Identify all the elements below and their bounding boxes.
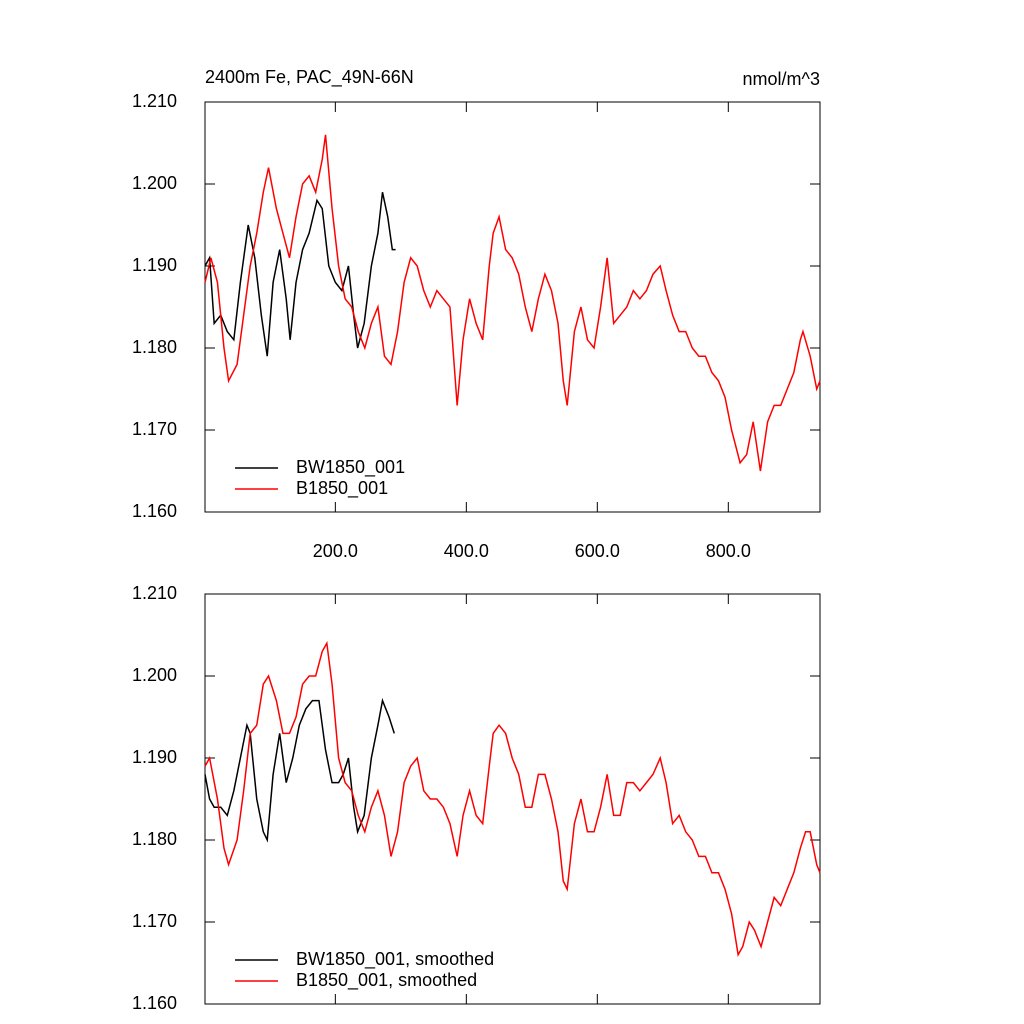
- y-tick-label: 1.210: [132, 91, 177, 111]
- y-tick-label: 1.160: [132, 993, 177, 1013]
- units-label: nmol/m^3: [743, 69, 820, 89]
- plot-frame: [204, 593, 821, 1005]
- x-tick-label: 200.0: [313, 541, 358, 561]
- y-tick-label: 1.190: [132, 255, 177, 275]
- y-tick-label: 1.170: [132, 911, 177, 931]
- x-tick-label: 600.0: [575, 541, 620, 561]
- data-line: [204, 192, 396, 357]
- data-line: [204, 697, 395, 843]
- legend-label: BW1850_001: [296, 457, 405, 478]
- y-tick-label: 1.210: [132, 583, 177, 603]
- x-tick-label: 400.0: [444, 541, 489, 561]
- y-tick-label: 1.200: [132, 173, 177, 193]
- data-line: [204, 134, 821, 472]
- y-tick-label: 1.180: [132, 337, 177, 357]
- plot-frame: [204, 101, 821, 513]
- y-tick-label: 1.190: [132, 747, 177, 767]
- legend-label: BW1850_001, smoothed: [296, 949, 494, 970]
- y-tick-label: 1.180: [132, 829, 177, 849]
- y-tick-label: 1.200: [132, 665, 177, 685]
- x-tick-label: 800.0: [706, 541, 751, 561]
- legend-label: B1850_001: [296, 478, 388, 499]
- legend-label: B1850_001, smoothed: [296, 970, 477, 991]
- chart-title: 2400m Fe, PAC_49N-66N: [205, 67, 414, 88]
- data-line: [204, 640, 821, 958]
- y-tick-label: 1.160: [132, 501, 177, 521]
- y-tick-label: 1.170: [132, 419, 177, 439]
